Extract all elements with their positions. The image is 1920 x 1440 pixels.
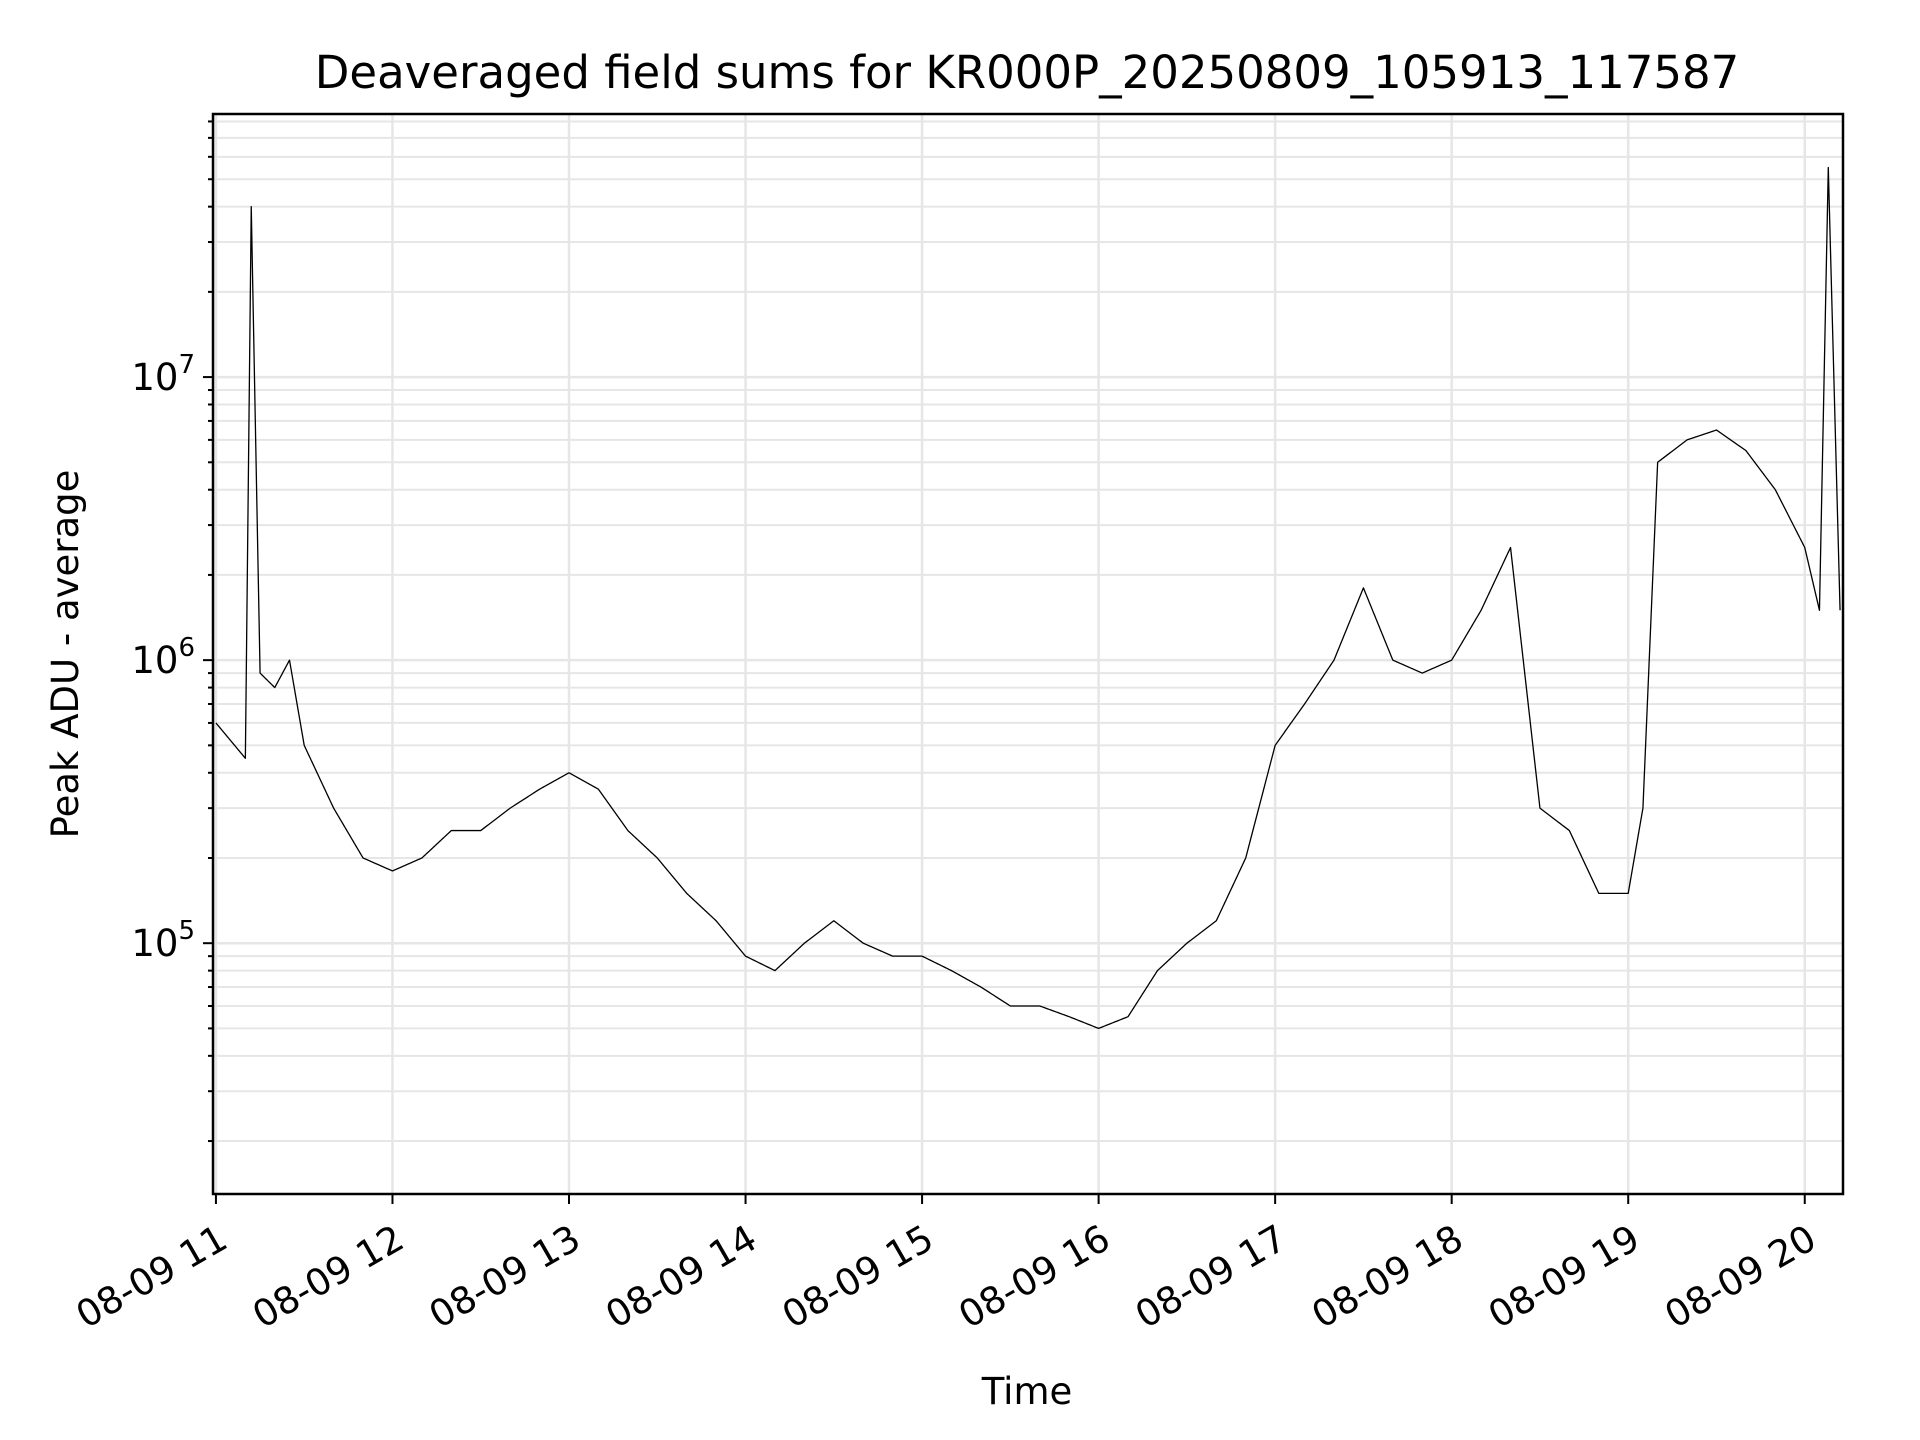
y-axis: 105 106 107 bbox=[131, 120, 213, 1143]
y-tick-label: 106 bbox=[131, 633, 195, 682]
x-tick-label: 08-09 13 bbox=[422, 1217, 588, 1337]
x-tick-label: 08-09 11 bbox=[69, 1217, 235, 1337]
series-line bbox=[215, 166, 1841, 1030]
x-tick-label: 08-09 14 bbox=[598, 1217, 764, 1337]
x-axis: 08-09 11 08-09 12 08-09 13 08-09 14 08-09 15… bbox=[69, 1194, 1823, 1337]
x-tick-label: 08-09 15 bbox=[775, 1217, 941, 1337]
x-tick-label: 08-09 12 bbox=[245, 1217, 411, 1337]
grid bbox=[213, 114, 1843, 1194]
y-tick-label: 105 bbox=[131, 916, 195, 965]
y-tick-label: 107 bbox=[131, 350, 195, 399]
x-tick-label: 08-09 17 bbox=[1128, 1217, 1294, 1337]
plot-frame bbox=[211, 112, 1845, 1196]
chart-title: Deaveraged field sums for KR000P_2025080… bbox=[315, 46, 1739, 99]
x-axis-label: Time bbox=[981, 1370, 1073, 1413]
x-tick-label: 08-09 19 bbox=[1481, 1217, 1647, 1337]
x-tick-label: 08-09 20 bbox=[1658, 1217, 1824, 1337]
y-axis-label: Peak ADU - average bbox=[44, 470, 87, 839]
x-tick-label: 08-09 16 bbox=[952, 1217, 1118, 1337]
x-tick-label: 08-09 18 bbox=[1305, 1217, 1471, 1337]
